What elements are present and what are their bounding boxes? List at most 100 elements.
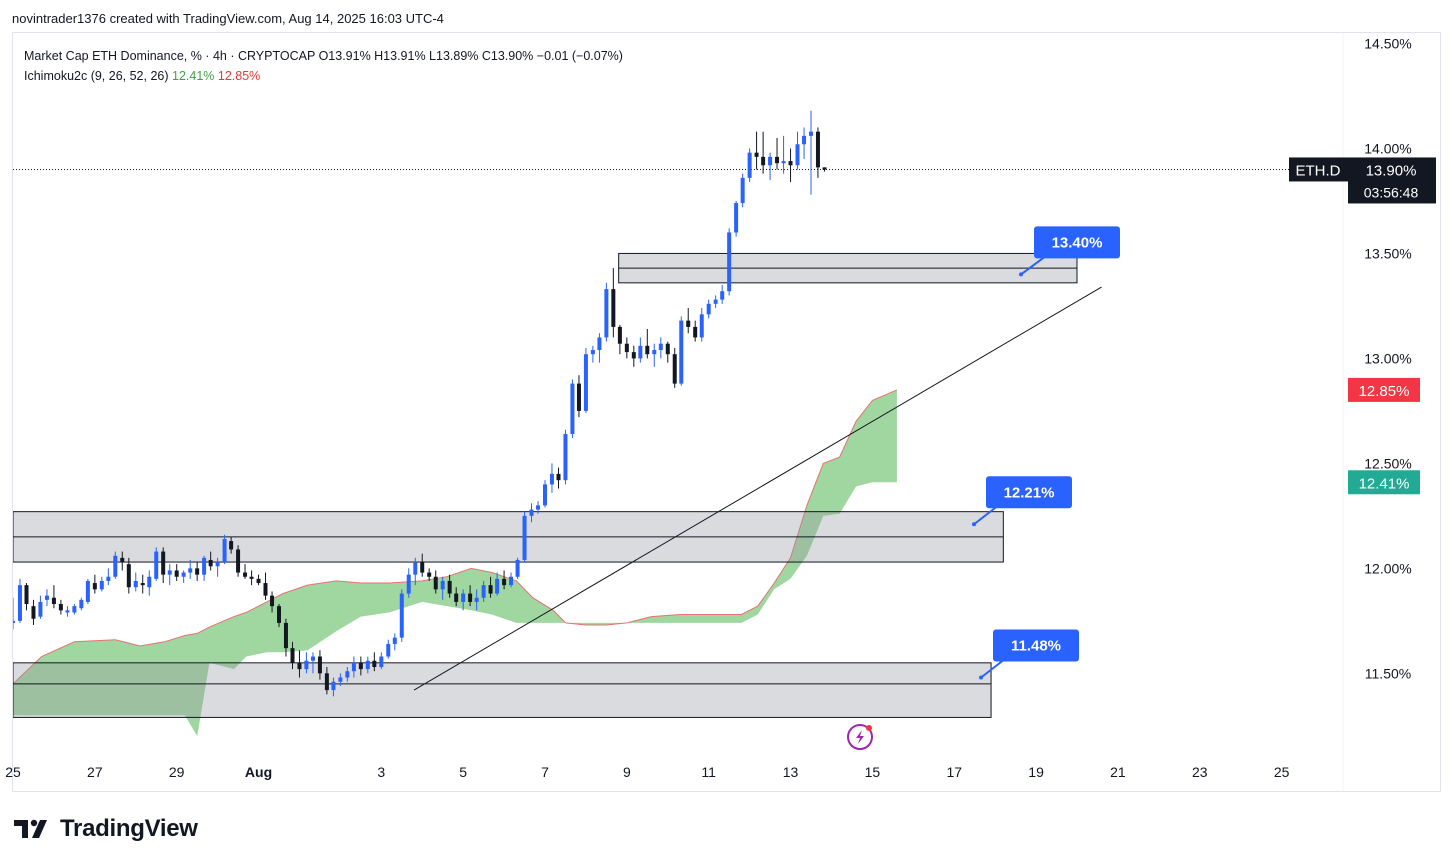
candle-86[interactable]	[597, 337, 602, 351]
candle-82[interactable]	[570, 383, 575, 434]
candle-79[interactable]	[549, 473, 554, 485]
candle-4[interactable]	[38, 601, 43, 617]
candle-9[interactable]	[72, 606, 77, 613]
candle-106[interactable]	[734, 203, 739, 233]
candle-84[interactable]	[583, 354, 588, 411]
candle-49[interactable]	[345, 671, 350, 678]
candle-20[interactable]	[147, 576, 152, 588]
price-callout-1[interactable]: 13.40%	[1019, 226, 1120, 277]
candle-114[interactable]	[788, 161, 793, 166]
candle-69[interactable]	[481, 585, 486, 598]
candle-6[interactable]	[51, 597, 56, 605]
candle-99[interactable]	[686, 320, 691, 327]
candle-107[interactable]	[740, 177, 745, 204]
symbol-tag[interactable]	[1289, 157, 1348, 182]
candle-101[interactable]	[699, 314, 704, 338]
candle-88[interactable]	[611, 289, 616, 327]
candle-1[interactable]	[17, 585, 22, 621]
candle-65[interactable]	[454, 593, 459, 602]
candle-44[interactable]	[310, 656, 315, 661]
candle-36[interactable]	[256, 578, 261, 584]
candle-27[interactable]	[195, 568, 200, 575]
candle-87[interactable]	[604, 289, 609, 338]
candle-2[interactable]	[24, 585, 29, 605]
candle-54[interactable]	[379, 656, 384, 668]
candle-42[interactable]	[297, 662, 302, 670]
candle-119[interactable]	[822, 167, 827, 170]
candle-117[interactable]	[809, 131, 813, 136]
candle-108[interactable]	[747, 152, 752, 178]
candle-32[interactable]	[229, 541, 234, 550]
candle-35[interactable]	[249, 576, 254, 579]
candle-112[interactable]	[775, 156, 780, 164]
candle-58[interactable]	[406, 574, 411, 594]
candle-78[interactable]	[543, 484, 547, 506]
candle-70[interactable]	[488, 585, 493, 594]
candle-47[interactable]	[331, 681, 336, 691]
candle-52[interactable]	[365, 660, 370, 670]
candle-43[interactable]	[304, 660, 309, 670]
candle-0[interactable]	[11, 620, 15, 623]
legend-indicator-row[interactable]: Ichimoku2c (9, 26, 52, 26) 12.41% 12.85%	[24, 66, 623, 86]
candle-14[interactable]	[106, 576, 111, 581]
candle-11[interactable]	[85, 580, 90, 602]
candle-51[interactable]	[358, 662, 363, 670]
candle-33[interactable]	[236, 549, 241, 573]
candle-8[interactable]	[65, 610, 70, 613]
candle-21[interactable]	[154, 551, 159, 579]
candle-75[interactable]	[522, 515, 527, 560]
candle-77[interactable]	[536, 505, 541, 510]
candle-3[interactable]	[31, 606, 36, 619]
candle-26[interactable]	[188, 568, 193, 573]
candle-40[interactable]	[283, 622, 288, 649]
candle-50[interactable]	[351, 662, 356, 672]
trend-line[interactable]	[413, 286, 1102, 691]
candle-62[interactable]	[433, 576, 438, 590]
candle-28[interactable]	[202, 557, 207, 575]
candle-31[interactable]	[222, 538, 227, 563]
candle-72[interactable]	[502, 578, 507, 586]
candle-46[interactable]	[324, 673, 329, 691]
legend-main-row[interactable]: Market Cap ETH Dominance, % · 4h · CRYPT…	[24, 46, 623, 66]
candle-38[interactable]	[270, 595, 275, 607]
candle-93[interactable]	[645, 345, 650, 355]
candle-39[interactable]	[277, 606, 281, 623]
candle-95[interactable]	[658, 343, 663, 351]
candle-94[interactable]	[652, 350, 657, 355]
candle-104[interactable]	[720, 291, 725, 300]
candle-23[interactable]	[167, 570, 172, 575]
candle-83[interactable]	[576, 383, 581, 411]
candle-109[interactable]	[754, 152, 759, 157]
candle-105[interactable]	[727, 232, 732, 292]
candle-90[interactable]	[624, 343, 629, 353]
candle-17[interactable]	[126, 564, 131, 588]
candle-19[interactable]	[140, 583, 145, 586]
candle-61[interactable]	[427, 572, 432, 577]
candle-5[interactable]	[44, 595, 49, 600]
flash-icon[interactable]	[847, 724, 873, 750]
candle-29[interactable]	[208, 559, 213, 567]
candle-7[interactable]	[58, 604, 63, 611]
candle-60[interactable]	[420, 562, 425, 573]
candle-89[interactable]	[617, 326, 622, 344]
candle-59[interactable]	[413, 562, 418, 575]
price-callout-3[interactable]: 11.48%	[979, 629, 1079, 680]
last-price-label[interactable]	[1348, 157, 1436, 204]
candle-110[interactable]	[761, 156, 766, 166]
candle-103[interactable]	[713, 299, 718, 304]
candle-111[interactable]	[768, 156, 773, 166]
candle-63[interactable]	[440, 580, 445, 590]
candle-45[interactable]	[317, 656, 322, 674]
candle-118[interactable]	[815, 131, 820, 168]
tradingview-logo[interactable]: TradingView	[14, 815, 198, 843]
candle-76[interactable]	[529, 509, 534, 516]
candle-16[interactable]	[120, 557, 125, 563]
candle-85[interactable]	[590, 350, 595, 355]
candle-10[interactable]	[79, 599, 84, 609]
candle-41[interactable]	[290, 648, 295, 663]
candle-30[interactable]	[215, 562, 220, 567]
candle-67[interactable]	[468, 593, 473, 602]
candle-113[interactable]	[781, 161, 786, 164]
candle-81[interactable]	[563, 433, 568, 481]
